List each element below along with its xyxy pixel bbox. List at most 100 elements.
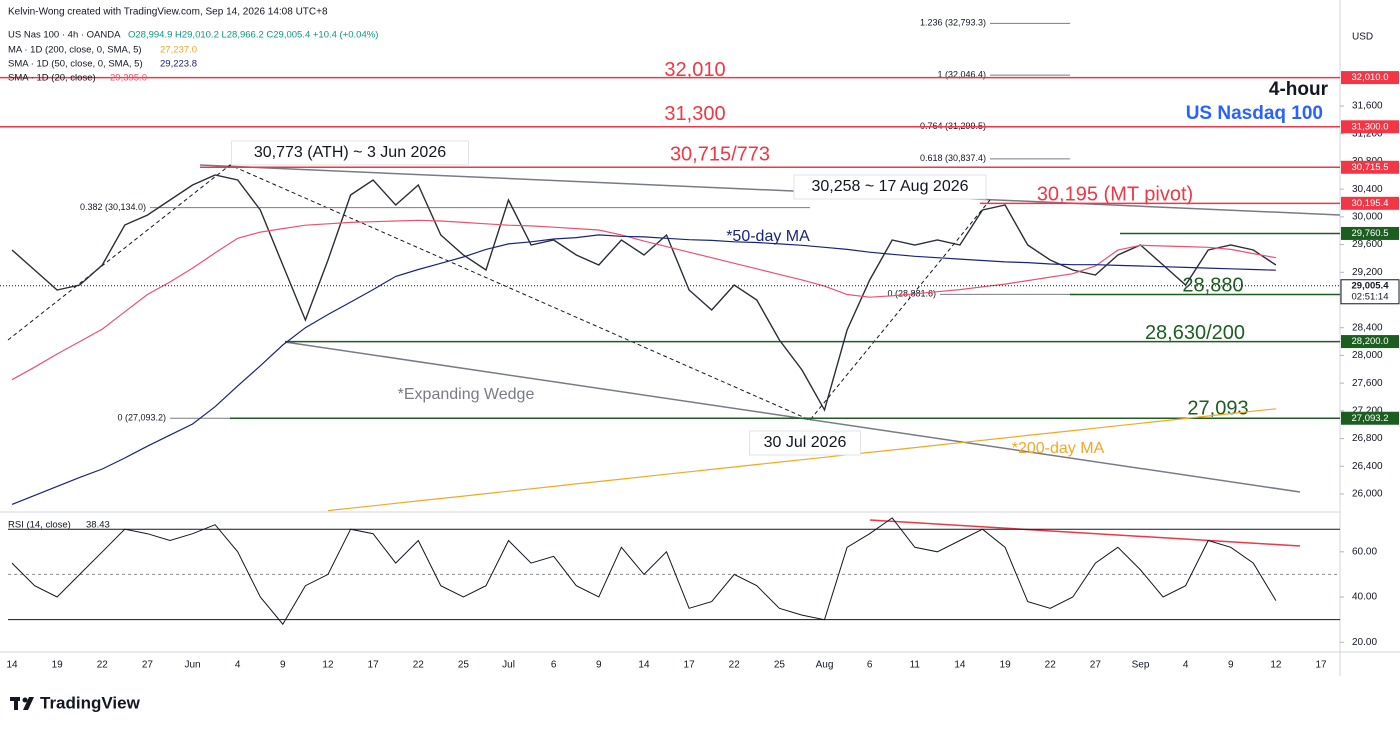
level-text: 30,715/773 [670,144,770,166]
wedge-upper [199,164,1341,216]
annotation: *200-day MA [1012,440,1105,457]
price-line [11,174,1277,412]
y-tick-label: 28,400 [1352,322,1383,333]
x-tick-label: 4 [235,660,241,671]
axis-price-label: 31,300.0 [1352,121,1389,132]
rsi-legend-value: 38.43 [86,520,110,531]
ma-legend-value: 29,223.8 [160,59,197,70]
x-tick-label: 14 [954,660,966,671]
timeframe: 4-hour [1269,79,1329,100]
symbol-legend: US Nas 100 · 4h · OANDA [8,30,121,41]
annotation: 30,773 (ATH) ~ 3 Jun 2026 [254,144,446,161]
logo-mark [22,697,28,703]
fib-label: 0 (27,093.2) [117,413,166,423]
y-tick-label: 28,000 [1352,350,1383,361]
logo-mark [23,697,34,710]
annotation: *Expanding Wedge [398,386,535,403]
ma-legend-value: 27,237.0 [160,45,197,56]
ma-legend: MA · 1D (200, close, 0, SMA, 5) [8,45,142,56]
x-tick-label: 14 [6,660,18,671]
y-tick-label: 31,600 [1352,101,1383,112]
axis-price-box [1341,335,1399,349]
rsi-legend: RSI (14, close) [8,520,71,531]
axis-price-label: 27,093.2 [1352,413,1389,424]
brand: TradingView [40,693,141,712]
instrument: US Nasdaq 100 [1186,103,1323,124]
x-tick-label: Jul [502,660,515,671]
x-tick-label: 9 [1228,660,1234,671]
y-tick-label: 30,000 [1352,211,1383,222]
swing-lines [7,164,991,421]
wedge-lower [284,341,1301,493]
ma-legend: SMA · 1D (50, close, 0, SMA, 5) [8,59,143,70]
x-tick-label: 22 [97,660,109,671]
y-tick-label: 30,400 [1352,184,1383,195]
x-tick-label: 22 [413,660,425,671]
fib-label: 1.236 (32,793.3) [920,18,986,28]
level-text: 28,630/200 [1145,322,1245,344]
axis-price-label: 28,200.0 [1352,336,1389,347]
x-tick-label: Jun [184,660,200,671]
x-tick-label: 4 [1183,660,1189,671]
fib-label: 1 (32,046.4) [937,69,986,79]
x-tick-label: 27 [1090,660,1102,671]
ma-legend: SMA · 1D (20, close) [8,73,96,84]
axis-price-box [1341,411,1399,425]
x-tick-label: Sep [1132,660,1150,671]
axis-price-box [1341,226,1399,240]
x-tick-label: Aug [816,660,834,671]
credit: Kelvin-Wong created with TradingView.com… [8,7,328,18]
axis-price-label: 32,010.0 [1352,72,1389,83]
x-tick-label: 19 [1000,660,1012,671]
axis-price-label: 29,760.5 [1352,228,1389,239]
y-tick-label: 27,200 [1352,405,1383,416]
currency: USD [1352,32,1373,43]
rsi-divergence-line [869,519,1301,547]
moving-average [327,408,1276,512]
rsi-tick-label: 40.00 [1352,592,1377,603]
x-tick-label: 12 [322,660,334,671]
x-tick-label: 9 [280,660,286,671]
annotation-box [793,174,987,200]
fib-label: 0.382 (30,134.0) [80,202,146,212]
x-tick-label: 9 [596,660,602,671]
y-tick-label: 26,000 [1352,489,1383,500]
ohlc-legend: O28,994.9 H29,010.2 L28,966.2 C29,005.4 … [128,30,378,41]
logo-mark [14,697,18,710]
rsi-tick-label: 60.00 [1352,546,1377,557]
y-tick-label: 26,800 [1352,433,1383,444]
annotation: 30,258 ~ 17 Aug 2026 [811,178,968,195]
x-tick-label: 17 [1315,660,1327,671]
annotation-box [231,140,469,166]
annotation: 30 Jul 2026 [764,434,847,451]
x-tick-label: 22 [1045,660,1057,671]
level-text: 31,300 [664,103,725,125]
layer: 26,000 26,400 26,800 27,200 27,600 28,000 28,4… [0,18,1400,671]
countdown: 02:51:14 [1352,291,1389,302]
moving-average [11,234,1276,505]
y-tick-label: 26,400 [1352,461,1383,472]
last-price-box [1340,279,1400,305]
y-tick-label: 27,600 [1352,378,1383,389]
x-tick-label: 17 [684,660,696,671]
logo [10,697,34,710]
axis-price-box [1341,196,1399,210]
axis-price-label: 30,715.5 [1352,162,1389,173]
y-tick-label: 29,200 [1352,267,1383,278]
x-tick-label: 11 [910,660,921,671]
axis-price-box [1341,160,1399,174]
x-tick-label: 6 [551,660,557,671]
x-tick-label: 12 [1270,660,1282,671]
y-tick-label: 29,600 [1352,239,1383,250]
x-tick-label: 19 [52,660,64,671]
x-tick-label: 25 [458,660,470,671]
last-price-label: 29,005.4 [1352,280,1390,291]
y-tick-label: 31,200 [1352,128,1383,139]
x-tick-label: 22 [729,660,741,671]
level-text: 27,093 [1187,398,1248,420]
x-tick-label: 14 [638,660,650,671]
level-text: 30,195 (MT pivot) [1037,184,1193,206]
moving-average [11,219,1277,381]
